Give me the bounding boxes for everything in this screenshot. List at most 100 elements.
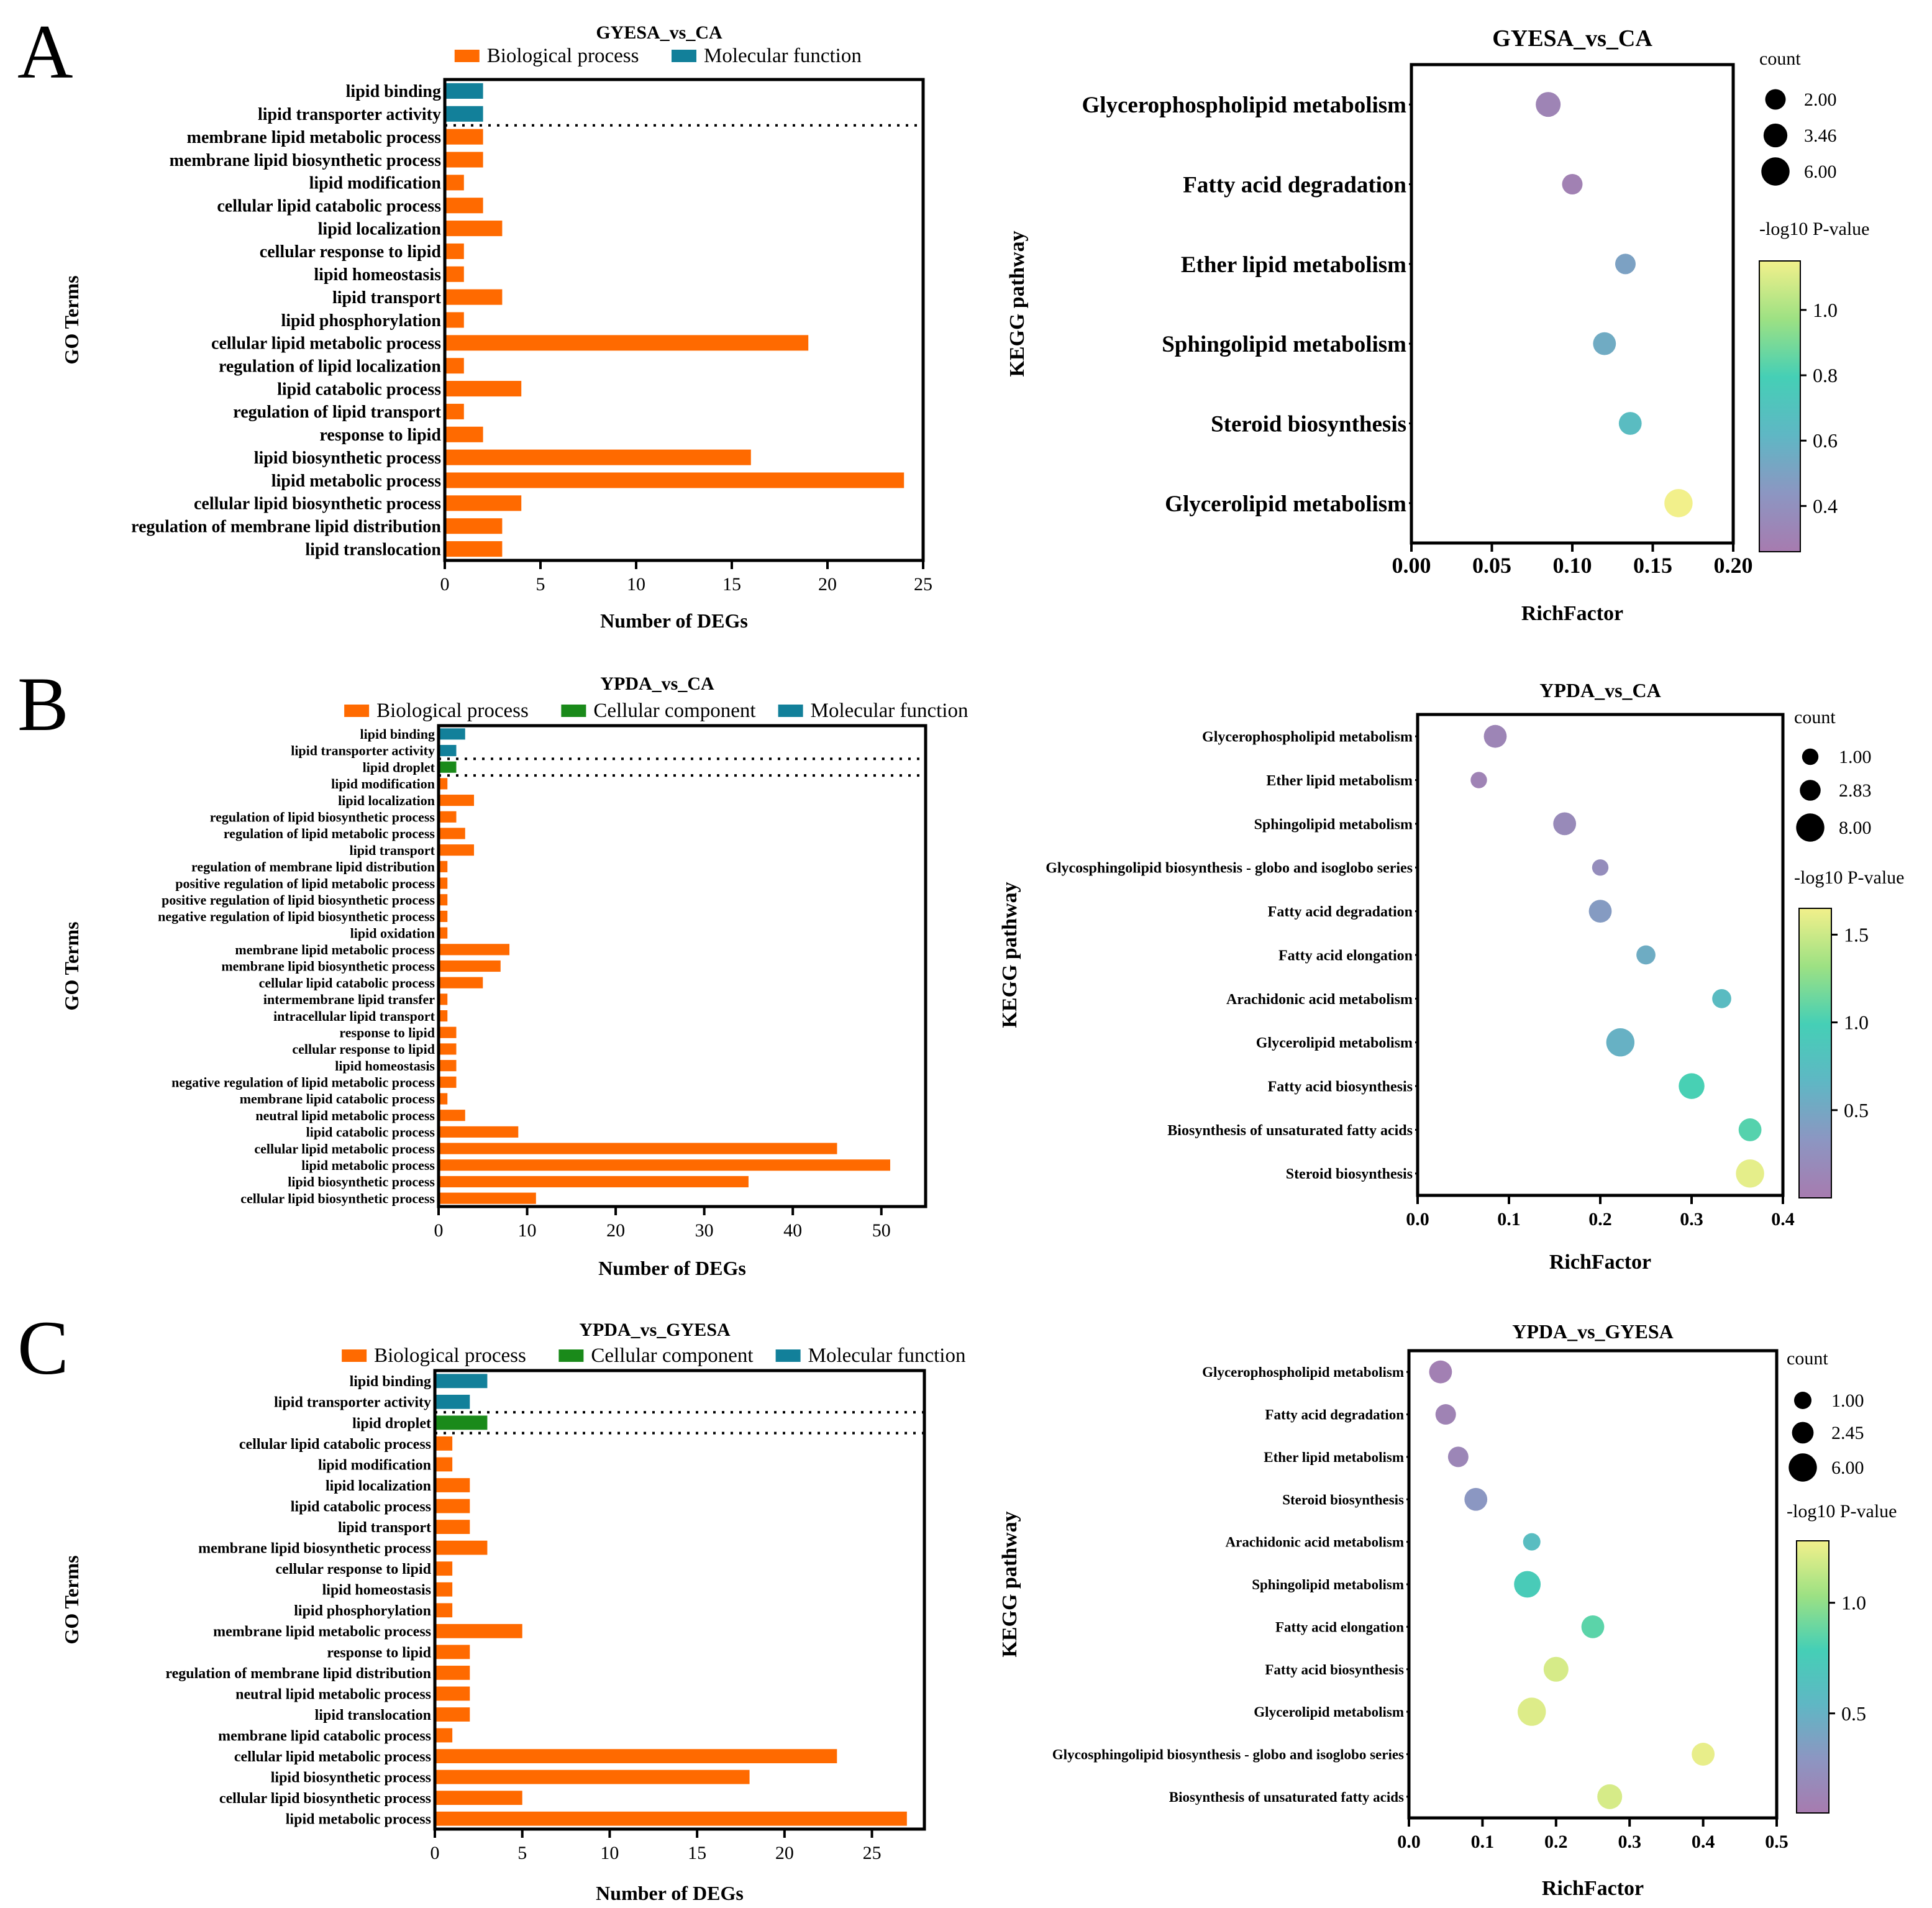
- x-tick-label: 0: [434, 1220, 444, 1241]
- category-label: regulation of membrane lipid distributio…: [165, 1666, 431, 1682]
- bubble: [1536, 92, 1561, 117]
- bubble: [1435, 1404, 1456, 1425]
- bar: [435, 1540, 488, 1555]
- bar: [439, 1026, 457, 1038]
- category-label: lipid biosynthetic process: [271, 1770, 431, 1786]
- pathway-label: Sphingolipid metabolism: [1162, 332, 1406, 357]
- size-legend-label: 1.00: [1831, 1390, 1864, 1411]
- category-label: lipid transporter activity: [258, 105, 441, 124]
- size-legend-dot: [1793, 1391, 1812, 1410]
- x-tick-label: 5: [536, 574, 545, 595]
- bar: [445, 312, 464, 328]
- x-tick-label: 15: [688, 1843, 706, 1863]
- kegg-bubble-chart-1: GYESA_vs_CA Glycerophospholipid metabolis…: [1006, 25, 1869, 625]
- category-label: lipid modification: [318, 1457, 431, 1473]
- bubble: [1597, 1784, 1623, 1809]
- bar: [445, 495, 522, 511]
- bar: [435, 1623, 522, 1638]
- bar: [445, 449, 751, 465]
- pathway-label: Fatty acid degradation: [1183, 172, 1406, 198]
- size-legend-label: 2.45: [1831, 1423, 1864, 1443]
- bar: [445, 129, 483, 145]
- bar: [439, 828, 465, 839]
- bubble: [1606, 1028, 1635, 1057]
- go-bar-chart-4: YPDA_vs_GYESA Biological process Cellular …: [60, 1320, 965, 1904]
- size-legend-label: 8.00: [1839, 818, 1872, 838]
- category-label: cellular lipid biosynthetic process: [219, 1791, 431, 1807]
- chart-title: YPDA_vs_CA: [1539, 679, 1661, 701]
- pathway-label: Glycerolipid metabolism: [1254, 1704, 1404, 1720]
- bar: [445, 541, 503, 557]
- chart-title: GYESA_vs_CA: [1492, 25, 1652, 52]
- bar: [435, 1374, 488, 1389]
- size-legend-title: count: [1787, 1348, 1828, 1369]
- category-label: cellular lipid catabolic process: [259, 975, 435, 990]
- bar: [435, 1436, 453, 1451]
- bubble: [1518, 1697, 1546, 1726]
- category-label: cellular lipid catabolic process: [217, 197, 441, 216]
- legend-label-biological_process: Biological process: [374, 1344, 526, 1367]
- legend-swatch-cellular_component: [558, 1349, 584, 1362]
- pathway-label: Steroid biosynthesis: [1211, 411, 1406, 437]
- category-label: lipid localization: [318, 219, 442, 239]
- category-label: cellular lipid metabolic process: [254, 1141, 435, 1156]
- bubble: [1543, 1656, 1569, 1682]
- category-label: negative regulation of lipid biosyntheti…: [158, 909, 435, 924]
- x-tick-label: 0.5: [1765, 1832, 1788, 1852]
- bar: [445, 403, 464, 419]
- x-tick-label: 0.1: [1497, 1209, 1521, 1230]
- x-tick-label: 0.05: [1472, 553, 1511, 578]
- y-axis-title: GO Terms: [60, 275, 83, 364]
- bubble: [1470, 772, 1487, 788]
- category-label: lipid catabolic process: [291, 1499, 431, 1515]
- category-label: lipid transporter activity: [291, 743, 435, 759]
- category-label: lipid transport: [332, 288, 442, 308]
- category-label: regulation of membrane lipid distributio…: [191, 859, 435, 875]
- chart-title: YPDA_vs_GYESA: [1512, 1320, 1674, 1343]
- size-legend-label: 1.00: [1839, 747, 1872, 767]
- y-axis-title: KEGG pathway: [1006, 231, 1029, 377]
- bar: [439, 1060, 457, 1072]
- category-label: cellular response to lipid: [276, 1561, 432, 1577]
- category-label: lipid homeostasis: [322, 1582, 431, 1599]
- legend-label-molecular_function: Molecular function: [808, 1344, 966, 1367]
- category-label: membrane lipid catabolic process: [218, 1728, 431, 1744]
- colorbar: [1759, 260, 1801, 552]
- size-legend-label: 6.00: [1804, 162, 1837, 182]
- panel-label-a: A: [17, 9, 73, 94]
- category-label: cellular lipid biosynthetic process: [194, 495, 441, 514]
- bar: [435, 1666, 470, 1680]
- size-legend-dot: [1802, 748, 1819, 765]
- pathway-label: Glycosphingolipid biosynthesis - globo a…: [1052, 1747, 1404, 1763]
- bar: [439, 877, 448, 889]
- pathway-label: Fatty acid degradation: [1265, 1407, 1404, 1423]
- category-label: positive regulation of lipid metabolic p…: [175, 875, 435, 891]
- x-tick-label: 40: [783, 1220, 802, 1241]
- x-tick-label: 20: [606, 1220, 625, 1241]
- category-label: lipid phosphorylation: [294, 1603, 431, 1619]
- category-label: membrane lipid metabolic process: [213, 1624, 431, 1640]
- pathway-label: Glycosphingolipid biosynthesis - globo a…: [1046, 860, 1413, 877]
- size-legend-title: count: [1794, 707, 1836, 728]
- color-legend-title: -log10 P-value: [1759, 219, 1869, 239]
- pathway-label: Fatty acid elongation: [1278, 947, 1413, 964]
- bar: [439, 744, 457, 757]
- category-label: lipid transporter activity: [274, 1395, 431, 1411]
- bar: [445, 83, 483, 99]
- colorbar-tick-label: 0.5: [1844, 1099, 1869, 1121]
- x-tick-label: 20: [775, 1843, 794, 1863]
- category-label: regulation of lipid transport: [233, 403, 441, 422]
- category-label: membrane lipid biosynthetic process: [198, 1541, 431, 1557]
- x-tick-label: 0.3: [1680, 1209, 1703, 1230]
- color-legend-title: -log10 P-value: [1794, 867, 1904, 888]
- colorbar-tick-label: 0.6: [1813, 429, 1838, 452]
- category-label: lipid localization: [326, 1478, 431, 1494]
- y-axis-title: GO Terms: [60, 921, 83, 1010]
- bar: [445, 152, 483, 168]
- bar: [439, 993, 448, 1005]
- category-label: membrane lipid biosynthetic process: [221, 959, 435, 974]
- category-label: regulation of lipid localization: [219, 357, 441, 377]
- bubble: [1679, 1073, 1705, 1099]
- bar: [445, 198, 483, 214]
